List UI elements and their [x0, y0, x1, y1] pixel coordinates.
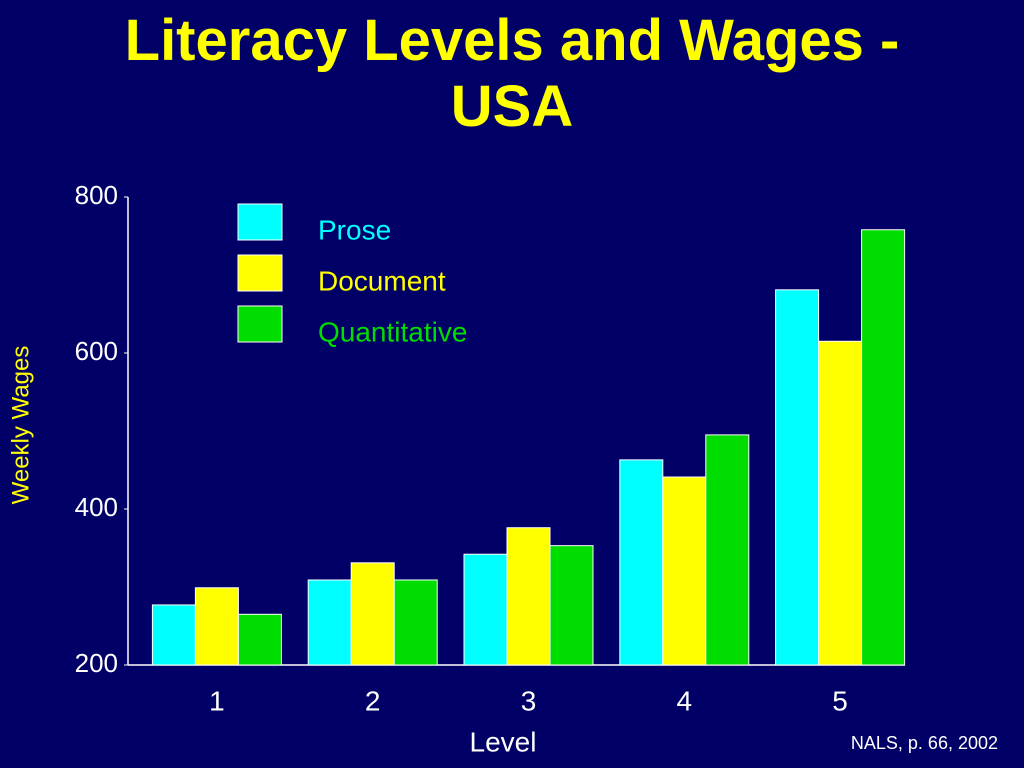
legend-swatch: [237, 203, 283, 241]
source-note: NALS, p. 66, 2002: [851, 733, 998, 753]
bar: [151, 604, 196, 666]
bar: [662, 476, 707, 666]
bar: [775, 289, 820, 666]
x-tick-label: 2: [365, 685, 381, 716]
bar: [818, 340, 863, 666]
y-axis-label: Weekly Wages: [7, 346, 34, 505]
x-axis-label: Level: [470, 726, 537, 757]
bar: [350, 562, 395, 666]
bar: [307, 579, 352, 666]
bar: [463, 553, 508, 666]
y-tick-label: 200: [75, 648, 118, 678]
chart-title: Literacy Levels and Wages - USA: [124, 8, 900, 139]
x-tick-label: 4: [677, 685, 693, 716]
legend-label: Prose: [318, 214, 391, 245]
x-tick-label: 1: [209, 685, 225, 716]
legend-label: Quantitative: [318, 316, 467, 347]
y-tick-label: 800: [75, 180, 118, 210]
bar: [194, 587, 239, 666]
legend-label: Document: [318, 265, 446, 296]
legend-swatch: [237, 305, 283, 343]
bar: [506, 527, 551, 666]
x-tick-label: 5: [832, 685, 848, 716]
bar: [861, 229, 906, 666]
y-tick-label: 400: [75, 492, 118, 522]
bar: [393, 579, 438, 666]
bar: [237, 613, 282, 666]
y-tick-label: 600: [75, 336, 118, 366]
bar: [705, 434, 750, 666]
bar: [619, 459, 664, 666]
x-tick-label: 3: [521, 685, 537, 716]
bar: [549, 545, 594, 666]
legend-swatch: [237, 254, 283, 292]
